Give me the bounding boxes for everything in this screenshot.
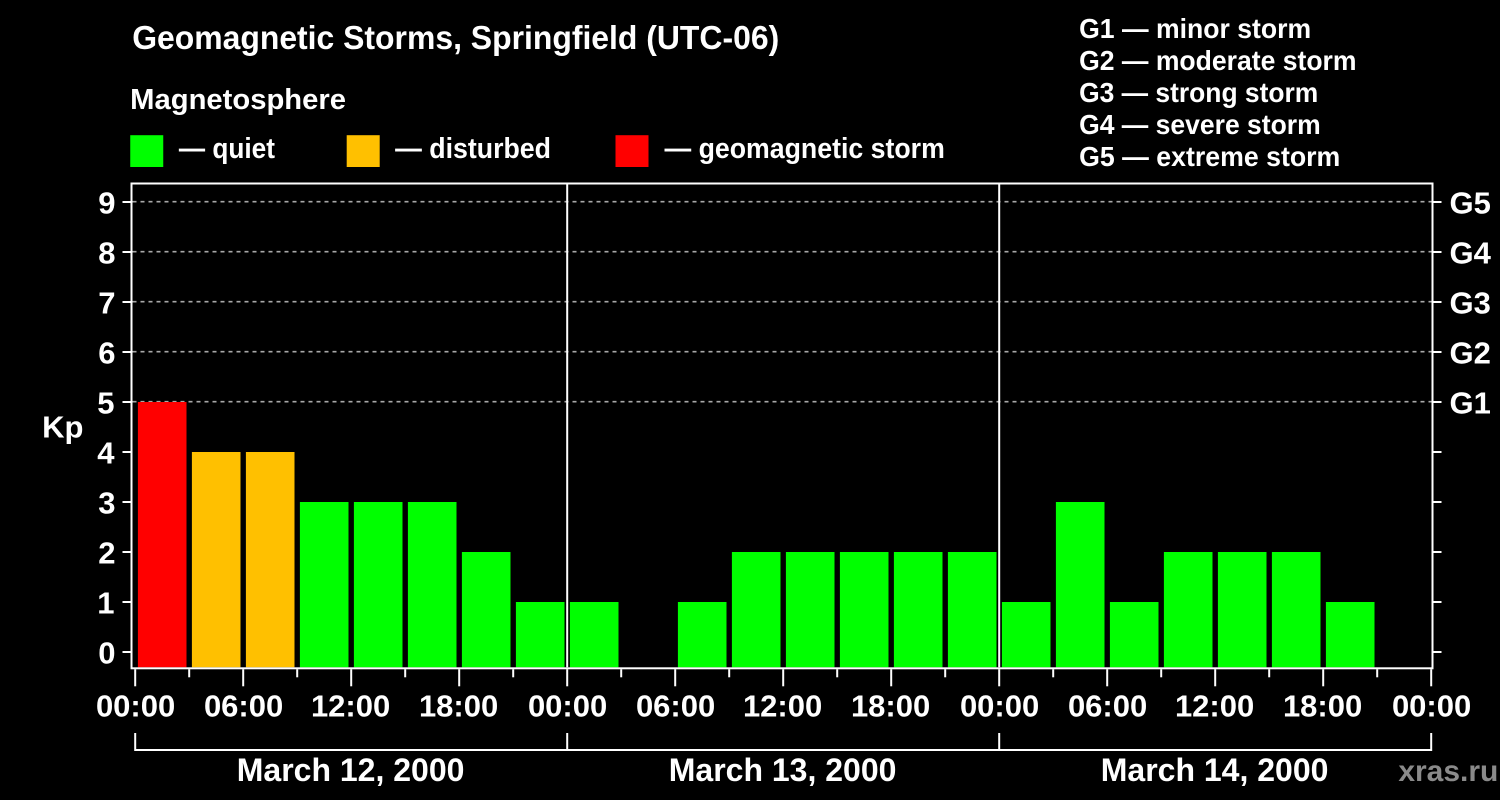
svg-text:G5 — extreme storm: G5 — extreme storm [1079, 141, 1340, 172]
svg-text:8: 8 [98, 235, 115, 270]
svg-text:00:00: 00:00 [528, 689, 607, 724]
svg-text:Geomagnetic Storms, Springfiel: Geomagnetic Storms, Springfield (UTC-06) [132, 19, 779, 56]
svg-text:18:00: 18:00 [1283, 689, 1362, 724]
svg-text:18:00: 18:00 [851, 689, 930, 724]
svg-text:— geomagnetic storm: — geomagnetic storm [665, 133, 945, 165]
svg-text:7: 7 [98, 285, 115, 320]
svg-text:G4 — severe storm: G4 — severe storm [1079, 109, 1321, 140]
svg-text:xras.ru: xras.ru [1398, 755, 1498, 788]
svg-text:3: 3 [98, 485, 115, 520]
svg-text:— disturbed: — disturbed [395, 133, 551, 165]
svg-text:00:00: 00:00 [1392, 689, 1471, 724]
svg-text:5: 5 [97, 385, 114, 420]
svg-text:G1: G1 [1450, 385, 1491, 420]
svg-text:0: 0 [98, 635, 115, 670]
svg-text:9: 9 [98, 185, 115, 220]
svg-text:G5: G5 [1450, 185, 1491, 220]
svg-text:12:00: 12:00 [743, 689, 822, 724]
svg-text:00:00: 00:00 [96, 689, 175, 724]
svg-text:18:00: 18:00 [419, 689, 498, 724]
svg-text:March 12, 2000: March 12, 2000 [237, 752, 465, 788]
svg-text:1: 1 [97, 585, 114, 620]
svg-text:12:00: 12:00 [311, 689, 390, 724]
svg-text:March 13, 2000: March 13, 2000 [669, 752, 897, 788]
svg-text:— quiet: — quiet [179, 133, 275, 165]
svg-text:Kp: Kp [42, 410, 83, 445]
svg-text:2: 2 [98, 535, 115, 570]
svg-text:6: 6 [98, 335, 115, 370]
svg-text:G1 — minor storm: G1 — minor storm [1079, 13, 1311, 44]
svg-text:March 14, 2000: March 14, 2000 [1101, 752, 1329, 788]
svg-text:G2: G2 [1450, 335, 1491, 370]
svg-text:G2 — moderate storm: G2 — moderate storm [1079, 45, 1356, 76]
svg-text:Magnetosphere: Magnetosphere [130, 84, 346, 116]
svg-text:06:00: 06:00 [636, 689, 715, 724]
svg-text:06:00: 06:00 [1068, 689, 1147, 724]
svg-text:12:00: 12:00 [1175, 689, 1254, 724]
svg-text:06:00: 06:00 [204, 689, 283, 724]
svg-text:00:00: 00:00 [960, 689, 1039, 724]
svg-text:G3 — strong storm: G3 — strong storm [1079, 77, 1318, 108]
svg-text:G3: G3 [1450, 285, 1491, 320]
svg-text:4: 4 [97, 435, 115, 470]
svg-text:G4: G4 [1450, 235, 1492, 270]
